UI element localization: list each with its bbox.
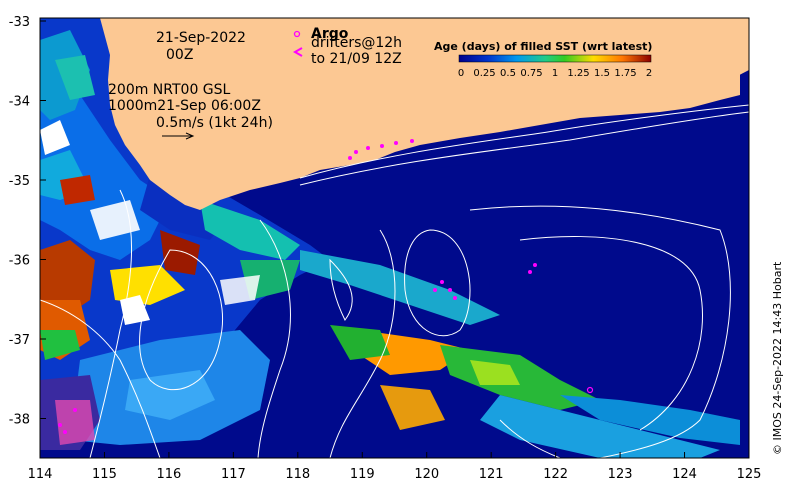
sst-patches bbox=[40, 18, 740, 458]
isobath-label-1: 200m NRT00 GSL bbox=[108, 82, 231, 98]
colorbar-tick-label: 0.75 bbox=[520, 68, 542, 79]
contours bbox=[40, 104, 749, 458]
argo-float bbox=[586, 386, 594, 394]
australia-landmass bbox=[100, 18, 740, 210]
lon-tick-label: 124 bbox=[672, 467, 697, 482]
lon-tick-label: 115 bbox=[92, 467, 117, 482]
lon-tick-label: 119 bbox=[350, 467, 375, 482]
colorbar bbox=[458, 54, 652, 63]
lat-tick-label: -34 bbox=[9, 95, 30, 110]
colorbar-title: Age (days) of filled SST (wrt latest) bbox=[434, 40, 652, 53]
drifters-legend-label-1: drifters@12h bbox=[311, 35, 402, 51]
colorbar-tick-label: 1.75 bbox=[614, 68, 636, 79]
lon-tick-label: 122 bbox=[543, 467, 568, 482]
latitude-axis: -33 -34 -35 -36 -37 -38 bbox=[9, 15, 46, 428]
colorbar-tick-label: 0 bbox=[458, 68, 464, 79]
lon-tick-label: 117 bbox=[221, 467, 246, 482]
lon-tick-label: 114 bbox=[28, 467, 53, 482]
map-frame bbox=[39, 17, 750, 459]
velocity-scale-arrow-icon bbox=[162, 132, 195, 140]
colorbar-tick-label: 0.25 bbox=[473, 68, 495, 79]
lat-tick-label: -36 bbox=[9, 254, 30, 269]
credit-label: © IMOS 24-Sep-2022 14:43 Hobart bbox=[771, 261, 784, 455]
map-area bbox=[40, 18, 749, 458]
lon-tick-label: 125 bbox=[737, 467, 762, 482]
colorbar-tick-label: 1.5 bbox=[594, 68, 610, 79]
lon-tick-label: 120 bbox=[414, 467, 439, 482]
map-date: 21-Sep-2022 bbox=[156, 30, 246, 46]
colorbar-tick-label: 1.25 bbox=[567, 68, 589, 79]
drifters-legend-label-2: to 21/09 12Z bbox=[311, 51, 402, 67]
lon-tick-label: 118 bbox=[285, 467, 310, 482]
lat-tick-label: -37 bbox=[9, 333, 30, 348]
colorbar-ticks: 0 0.25 0.5 0.75 1 1.25 1.5 1.75 2 bbox=[458, 68, 652, 79]
lon-tick-label: 123 bbox=[608, 467, 633, 482]
isobath-label-2: 1000m21-Sep 06:00Z bbox=[108, 98, 261, 114]
velocity-scale-label: 0.5m/s (1kt 24h) bbox=[156, 115, 273, 131]
colorbar-tick-label: 0.5 bbox=[500, 68, 516, 79]
argo-legend-icon bbox=[293, 30, 301, 38]
lon-tick-label: 116 bbox=[156, 467, 181, 482]
colorbar-tick-label: 1 bbox=[552, 68, 558, 79]
drifter-legend-icon bbox=[292, 47, 303, 57]
drifter-tracks bbox=[58, 139, 537, 434]
lon-tick-label: 121 bbox=[479, 467, 504, 482]
lat-tick-label: -38 bbox=[9, 413, 30, 428]
argo-legend-label: Argo bbox=[311, 26, 349, 42]
lat-tick-label: -33 bbox=[9, 15, 30, 30]
colorbar-tick-label: 2 bbox=[646, 68, 652, 79]
longitude-axis: 114 115 116 117 118 119 120 121 122 123 124 125 bbox=[28, 452, 762, 482]
map-time: 00Z bbox=[166, 47, 193, 63]
lat-tick-label: -35 bbox=[9, 174, 30, 189]
